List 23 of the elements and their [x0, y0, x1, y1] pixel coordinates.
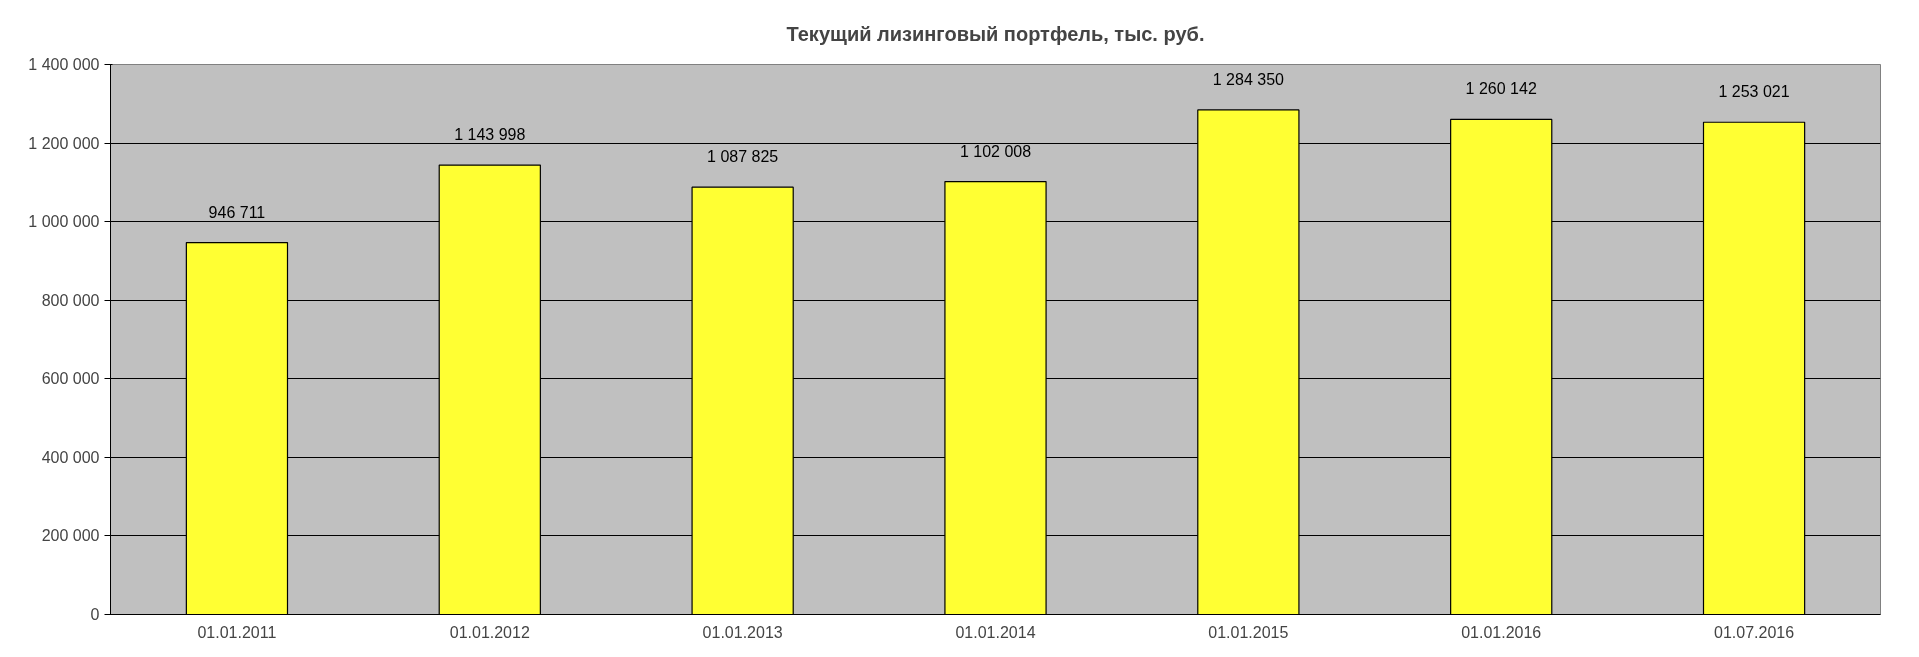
y-tick-label: 1 400 000 [28, 56, 100, 73]
x-tick-label: 01.01.2015 [1208, 623, 1289, 641]
data-label: 1 253 021 [1718, 83, 1790, 101]
x-tick-label: 01.01.2014 [955, 623, 1036, 641]
chart-title: Текущий лизинговый портфель, тыс. руб. [786, 22, 1205, 45]
y-tick-label: 0 [90, 606, 100, 623]
x-tick-label: 01.01.2016 [1461, 623, 1542, 641]
x-tick-label: 01.01.2013 [702, 623, 783, 641]
y-tick-label: 600 000 [41, 370, 100, 388]
x-tick-label: 01.01.2011 [197, 623, 277, 641]
data-label: 1 087 825 [707, 148, 779, 166]
data-label: 1 143 998 [454, 126, 526, 144]
y-tick-label: 1 200 000 [28, 134, 100, 152]
data-label: 1 102 008 [959, 142, 1032, 160]
y-tick-label: 200 000 [41, 527, 100, 545]
data-label: 1 260 142 [1465, 80, 1537, 98]
data-label: 1 284 350 [1212, 70, 1285, 88]
data-label: 946 711 [208, 203, 266, 221]
x-tick-label: 01.01.2012 [449, 623, 530, 641]
y-tick-label: 800 000 [41, 291, 100, 309]
y-tick-label: 400 000 [41, 448, 100, 466]
y-tick-label: 1 000 000 [28, 213, 100, 231]
x-tick-label: 01.07.2016 [1714, 623, 1795, 641]
